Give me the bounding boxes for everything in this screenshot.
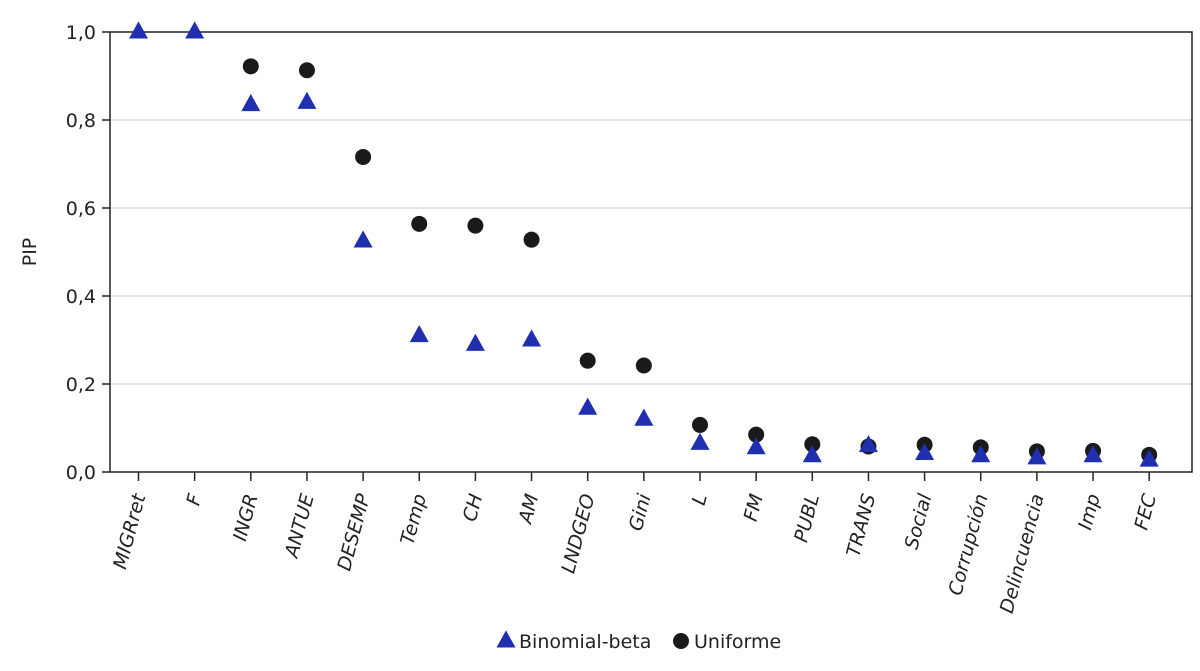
binomial-beta-point (634, 408, 654, 426)
uniforme-point (523, 231, 540, 248)
x-axis: MIGRret F INGR ANTUE DESEMP Temp CH AM LNDGEO Gin… (109, 472, 1161, 616)
binomial-beta-point (1139, 449, 1159, 467)
x-tick-label: FEC (1130, 491, 1161, 532)
x-tick-label: FM (740, 492, 768, 524)
data-points (129, 21, 1159, 467)
x-tick-label: INGR (229, 492, 263, 544)
binomial-beta-point (690, 432, 710, 450)
x-tick-label: PUBL (790, 492, 824, 545)
uniforme-point (748, 426, 765, 443)
uniforme-point (804, 436, 821, 453)
x-tick-label: DESEMP (333, 491, 375, 573)
x-tick-label: MIGRret (109, 490, 151, 571)
binomial-beta-point (578, 397, 598, 415)
binomial-beta-point (465, 333, 485, 351)
x-tick-label: Social (901, 491, 937, 552)
binomial-beta-point (746, 437, 766, 455)
legend-label-binomial-beta: Binomial-beta (519, 631, 651, 653)
x-tick-label: Gini (625, 491, 656, 533)
binomial-beta-point (241, 93, 261, 112)
uniforme-point (692, 416, 708, 433)
binomial-beta-point (185, 21, 205, 39)
binomial-beta-point (915, 442, 935, 461)
x-tick-label: L (688, 492, 712, 508)
legend-label-uniforme: Uniforme (694, 631, 781, 653)
binomial-beta-point (129, 21, 148, 39)
x-tick-label: AM (514, 492, 543, 528)
y-tick-label: 0,6 (66, 198, 96, 220)
binomial-beta-point (1083, 445, 1103, 463)
legend-triangle-marker (496, 630, 516, 648)
legend-circle-marker (673, 633, 689, 649)
uniforme-point (298, 62, 315, 79)
x-tick-label: LNDGEO (557, 492, 599, 576)
y-tick-label: 0,4 (66, 286, 96, 308)
x-tick-label: CH (459, 492, 487, 524)
x-tick-label: Delincuencia (996, 492, 1049, 616)
uniforme-point (355, 148, 372, 165)
binomial-beta-point (297, 91, 317, 109)
binomial-beta-point (522, 329, 542, 347)
grid-lines (110, 119, 1192, 385)
binomial-beta-point (1027, 447, 1047, 465)
y-axis: 0,0 0,2 0,4 0,6 0,8 1,0 (66, 22, 110, 484)
uniforme-point (467, 217, 484, 234)
x-tick-label: Corrupción (944, 492, 992, 598)
y-tick-label: 0,8 (66, 110, 96, 132)
y-tick-label: 0,2 (66, 374, 96, 396)
x-tick-label: Imp (1074, 492, 1105, 533)
x-tick-label: F (182, 491, 206, 508)
y-axis-title: PIP (19, 238, 41, 267)
plot-frame (109, 31, 1193, 473)
x-tick-label: ANTUE (280, 492, 319, 562)
binomial-beta-point (353, 230, 373, 248)
binomial-beta-point (802, 445, 822, 463)
binomial-beta-point (858, 434, 878, 453)
uniforme-point (579, 352, 596, 369)
uniforme-point (635, 357, 652, 374)
uniforme-point (242, 58, 259, 75)
uniforme-point (411, 215, 428, 232)
y-tick-label: 1,0 (66, 22, 96, 44)
binomial-beta-point (409, 324, 429, 343)
binomial-beta-point (971, 445, 991, 463)
y-tick-label: 0,0 (66, 462, 96, 484)
x-tick-label: TRANS (842, 492, 880, 560)
x-tick-label: Temp (396, 492, 431, 547)
legend: Binomial-beta Uniforme (496, 630, 781, 653)
